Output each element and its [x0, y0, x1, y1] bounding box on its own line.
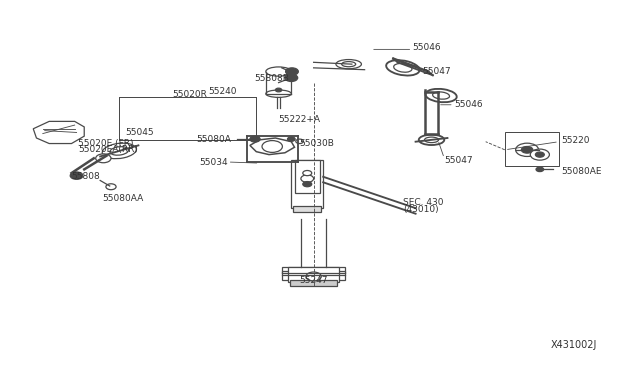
- Bar: [282, 267, 346, 273]
- Text: 55808: 55808: [72, 171, 100, 180]
- Ellipse shape: [424, 137, 438, 142]
- Text: (43010): (43010): [403, 205, 438, 215]
- Text: 55020E (FR): 55020E (FR): [78, 139, 133, 148]
- Circle shape: [70, 172, 83, 179]
- Circle shape: [306, 272, 321, 281]
- Text: 55030B: 55030B: [300, 139, 335, 148]
- Text: 55808B: 55808B: [255, 74, 289, 83]
- Ellipse shape: [110, 147, 129, 155]
- Text: 55045: 55045: [125, 128, 154, 137]
- Text: 55080AA: 55080AA: [102, 195, 143, 203]
- Ellipse shape: [336, 60, 362, 69]
- Ellipse shape: [266, 90, 291, 97]
- Bar: [505, 132, 559, 166]
- Text: 55222+A: 55222+A: [278, 115, 321, 124]
- Ellipse shape: [266, 67, 291, 76]
- Ellipse shape: [419, 135, 444, 145]
- Bar: [288, 267, 339, 282]
- Text: 55220: 55220: [561, 137, 589, 145]
- Text: 55047: 55047: [422, 67, 451, 76]
- Text: 55080AE: 55080AE: [561, 167, 602, 176]
- Circle shape: [301, 175, 314, 182]
- Polygon shape: [250, 138, 294, 155]
- Text: SEC. 430: SEC. 430: [403, 198, 444, 207]
- Circle shape: [303, 182, 312, 187]
- Circle shape: [250, 136, 260, 142]
- Circle shape: [106, 184, 116, 190]
- Circle shape: [522, 147, 533, 153]
- Bar: [294, 160, 320, 193]
- Text: 55080A: 55080A: [196, 135, 231, 144]
- Circle shape: [262, 141, 282, 153]
- Circle shape: [536, 167, 543, 171]
- Text: 55046: 55046: [412, 43, 441, 52]
- Bar: [119, 97, 256, 140]
- Circle shape: [296, 139, 303, 144]
- Circle shape: [96, 154, 111, 163]
- Text: 55247: 55247: [300, 276, 328, 285]
- Bar: [293, 206, 321, 212]
- Ellipse shape: [102, 143, 136, 159]
- Ellipse shape: [394, 64, 412, 72]
- Circle shape: [516, 143, 539, 157]
- Polygon shape: [33, 121, 84, 144]
- Text: 55020EA(RR): 55020EA(RR): [78, 145, 138, 154]
- Text: 55034: 55034: [199, 157, 228, 167]
- Text: 55046: 55046: [454, 100, 483, 109]
- Text: 55020R: 55020R: [172, 90, 207, 99]
- Text: 55047: 55047: [444, 155, 473, 165]
- Circle shape: [536, 152, 544, 157]
- Circle shape: [287, 137, 295, 141]
- Bar: [291, 160, 323, 208]
- Circle shape: [285, 68, 298, 75]
- Circle shape: [275, 88, 282, 92]
- Bar: [282, 271, 346, 280]
- Circle shape: [303, 170, 312, 176]
- Ellipse shape: [433, 92, 449, 99]
- Text: X431002J: X431002J: [551, 340, 597, 350]
- Circle shape: [531, 149, 549, 160]
- Circle shape: [285, 74, 298, 81]
- Text: 55240: 55240: [209, 87, 237, 96]
- Ellipse shape: [342, 62, 356, 67]
- Ellipse shape: [426, 89, 457, 102]
- Bar: [290, 280, 337, 286]
- Ellipse shape: [386, 60, 420, 76]
